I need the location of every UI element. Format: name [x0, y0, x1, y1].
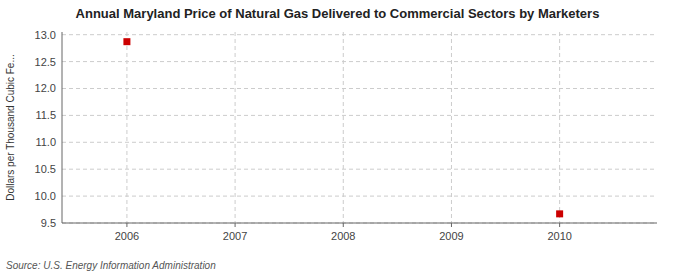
- data-point: [123, 38, 130, 45]
- x-tick: [343, 223, 344, 227]
- y-grid-line: [62, 169, 657, 170]
- background: [0, 0, 675, 275]
- x-grid-line: [235, 32, 236, 223]
- x-grid-line: [126, 32, 127, 223]
- y-axis-label: Dollars per Thousand Cubic Fe...: [5, 54, 16, 201]
- chart-svg: Annual Maryland Price of Natural Gas Del…: [0, 0, 675, 275]
- y-grid-line: [62, 196, 657, 197]
- y-grid-line: [62, 61, 657, 62]
- axes: 9.5 10.0 10.5 11.0 11.5 12.0 12.5 13.0 2006 2007 2…: [35, 29, 657, 242]
- y-tick-label: 11.0: [35, 136, 56, 148]
- x-tick: [126, 223, 127, 227]
- x-grid-line: [559, 32, 560, 223]
- x-tick-label: 2008: [331, 230, 355, 242]
- x-tick: [451, 223, 452, 227]
- x-tick-label: 2007: [223, 230, 247, 242]
- x-tick-label: 2009: [439, 230, 463, 242]
- x-tick-label: 2010: [547, 230, 571, 242]
- chart-container: Annual Maryland Price of Natural Gas Del…: [0, 0, 675, 275]
- grid: [62, 32, 657, 223]
- y-grid-line: [62, 34, 657, 35]
- y-grid-line: [62, 223, 657, 224]
- y-tick-label: 12.5: [35, 56, 56, 68]
- x-tick: [559, 223, 560, 227]
- y-tick-label: 12.0: [35, 82, 56, 94]
- y-tick-label: 9.5: [41, 217, 56, 229]
- points: [123, 38, 563, 217]
- y-tick-label: 11.5: [35, 109, 56, 121]
- x-grid-line: [343, 32, 344, 223]
- y-grid-line: [62, 88, 657, 89]
- data-point: [556, 210, 563, 217]
- y-grid-line: [62, 142, 657, 143]
- y-axis-line: [62, 32, 63, 223]
- x-tick-label: 2006: [115, 230, 139, 242]
- y-tick-label: 10.5: [35, 163, 56, 175]
- y-tick-label: 10.0: [35, 190, 56, 202]
- y-tick-label: 13.0: [35, 29, 56, 41]
- x-axis-line: [62, 223, 657, 224]
- source-note: Source: U.S. Energy Information Administ…: [6, 260, 216, 271]
- title: Annual Maryland Price of Natural Gas Del…: [76, 6, 600, 21]
- y-grid-line: [62, 115, 657, 116]
- x-grid-line: [451, 32, 452, 223]
- page: {"chart_data": {"type": "scatter", "titl…: [0, 0, 675, 275]
- x-tick: [235, 223, 236, 227]
